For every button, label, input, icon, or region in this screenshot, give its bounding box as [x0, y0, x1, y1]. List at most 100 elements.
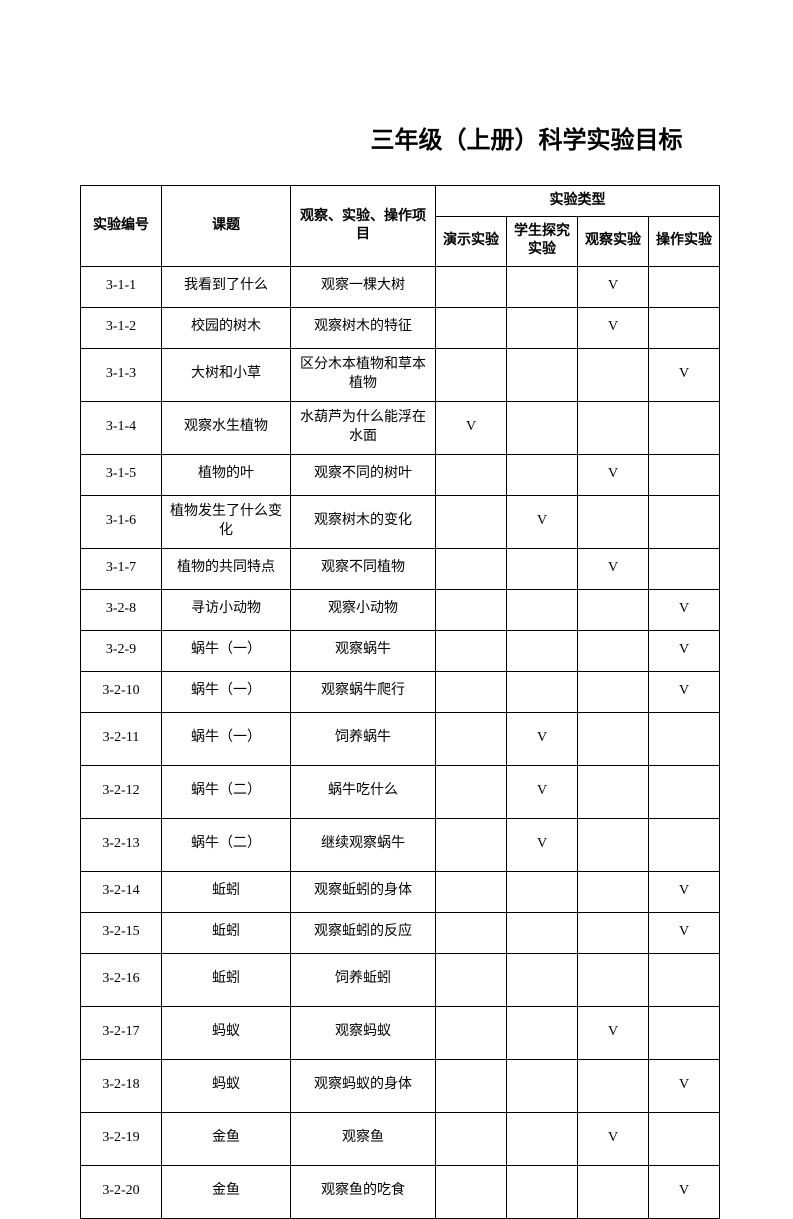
cell-topic: 寻访小动物	[162, 589, 291, 630]
cell-topic: 蚯蚓	[162, 953, 291, 1006]
table-row: 3-2-13蜗牛（二）继续观察蜗牛V	[81, 818, 720, 871]
cell-demo	[436, 1006, 507, 1059]
header-type-observe: 观察实验	[578, 217, 649, 266]
header-type-operate: 操作实验	[649, 217, 720, 266]
cell-topic: 植物的叶	[162, 454, 291, 495]
cell-student	[507, 1165, 578, 1218]
cell-operate	[649, 307, 720, 348]
cell-id: 3-2-13	[81, 818, 162, 871]
cell-topic: 观察水生植物	[162, 401, 291, 454]
header-item: 观察、实验、操作项目	[291, 186, 436, 267]
cell-id: 3-2-10	[81, 671, 162, 712]
cell-student	[507, 630, 578, 671]
cell-student	[507, 401, 578, 454]
cell-operate	[649, 454, 720, 495]
header-topic: 课题	[162, 186, 291, 267]
cell-observe	[578, 912, 649, 953]
cell-student: V	[507, 712, 578, 765]
cell-observe	[578, 630, 649, 671]
cell-item: 观察树木的特征	[291, 307, 436, 348]
cell-observe	[578, 818, 649, 871]
cell-student	[507, 1006, 578, 1059]
cell-demo	[436, 307, 507, 348]
cell-operate	[649, 1006, 720, 1059]
cell-id: 3-2-9	[81, 630, 162, 671]
cell-demo	[436, 1112, 507, 1165]
cell-item: 水葫芦为什么能浮在水面	[291, 401, 436, 454]
cell-item: 饲养蚯蚓	[291, 953, 436, 1006]
cell-item: 饲养蜗牛	[291, 712, 436, 765]
cell-topic: 蜗牛（一）	[162, 630, 291, 671]
cell-student	[507, 912, 578, 953]
cell-operate	[649, 401, 720, 454]
cell-operate: V	[649, 1059, 720, 1112]
table-row: 3-1-2校园的树木观察树木的特征V	[81, 307, 720, 348]
cell-topic: 蚯蚓	[162, 871, 291, 912]
cell-observe: V	[578, 1112, 649, 1165]
table-row: 3-1-6植物发生了什么变化观察树木的变化V	[81, 495, 720, 548]
cell-id: 3-1-2	[81, 307, 162, 348]
header-type-demo: 演示实验	[436, 217, 507, 266]
cell-id: 3-1-3	[81, 348, 162, 401]
cell-demo	[436, 871, 507, 912]
cell-demo	[436, 712, 507, 765]
cell-observe	[578, 953, 649, 1006]
table-row: 3-2-20金鱼观察鱼的吃食V	[81, 1165, 720, 1218]
table-row: 3-2-19金鱼观察鱼V	[81, 1112, 720, 1165]
cell-item: 观察蜗牛爬行	[291, 671, 436, 712]
cell-topic: 我看到了什么	[162, 266, 291, 307]
cell-topic: 金鱼	[162, 1112, 291, 1165]
table-row: 3-1-3大树和小草区分木本植物和草本植物V	[81, 348, 720, 401]
header-id: 实验编号	[81, 186, 162, 267]
table-row: 3-1-7植物的共同特点观察不同植物V	[81, 548, 720, 589]
cell-id: 3-2-12	[81, 765, 162, 818]
cell-id: 3-2-20	[81, 1165, 162, 1218]
cell-student	[507, 589, 578, 630]
cell-id: 3-1-6	[81, 495, 162, 548]
cell-operate: V	[649, 630, 720, 671]
cell-topic: 金鱼	[162, 1165, 291, 1218]
cell-operate	[649, 495, 720, 548]
cell-operate	[649, 548, 720, 589]
cell-item: 观察树木的变化	[291, 495, 436, 548]
cell-topic: 植物的共同特点	[162, 548, 291, 589]
cell-operate: V	[649, 348, 720, 401]
cell-student	[507, 454, 578, 495]
table-row: 3-1-4观察水生植物水葫芦为什么能浮在水面V	[81, 401, 720, 454]
cell-operate	[649, 765, 720, 818]
cell-operate: V	[649, 589, 720, 630]
table-row: 3-1-5植物的叶观察不同的树叶V	[81, 454, 720, 495]
cell-topic: 蜗牛（二）	[162, 818, 291, 871]
cell-item: 观察一棵大树	[291, 266, 436, 307]
cell-student: V	[507, 765, 578, 818]
cell-topic: 植物发生了什么变化	[162, 495, 291, 548]
cell-id: 3-2-17	[81, 1006, 162, 1059]
cell-item: 观察蚂蚁	[291, 1006, 436, 1059]
table-row: 3-2-8寻访小动物观察小动物V	[81, 589, 720, 630]
cell-id: 3-2-14	[81, 871, 162, 912]
table-row: 3-2-15蚯蚓观察蚯蚓的反应V	[81, 912, 720, 953]
cell-id: 3-1-4	[81, 401, 162, 454]
cell-student	[507, 307, 578, 348]
cell-observe	[578, 401, 649, 454]
cell-observe: V	[578, 454, 649, 495]
cell-student	[507, 1059, 578, 1112]
cell-observe	[578, 671, 649, 712]
table-row: 3-2-9蜗牛（一）观察蜗牛V	[81, 630, 720, 671]
table-row: 3-2-17蚂蚁观察蚂蚁V	[81, 1006, 720, 1059]
cell-demo: V	[436, 401, 507, 454]
cell-item: 蜗牛吃什么	[291, 765, 436, 818]
cell-operate: V	[649, 912, 720, 953]
cell-demo	[436, 495, 507, 548]
cell-topic: 蜗牛（一）	[162, 671, 291, 712]
cell-observe	[578, 1165, 649, 1218]
table-row: 3-2-18蚂蚁观察蚂蚁的身体V	[81, 1059, 720, 1112]
cell-item: 观察小动物	[291, 589, 436, 630]
table-row: 3-2-14蚯蚓观察蚯蚓的身体V	[81, 871, 720, 912]
cell-id: 3-2-11	[81, 712, 162, 765]
cell-id: 3-2-16	[81, 953, 162, 1006]
cell-demo	[436, 953, 507, 1006]
header-type-group: 实验类型	[436, 186, 720, 217]
cell-operate	[649, 953, 720, 1006]
cell-topic: 蜗牛（二）	[162, 765, 291, 818]
